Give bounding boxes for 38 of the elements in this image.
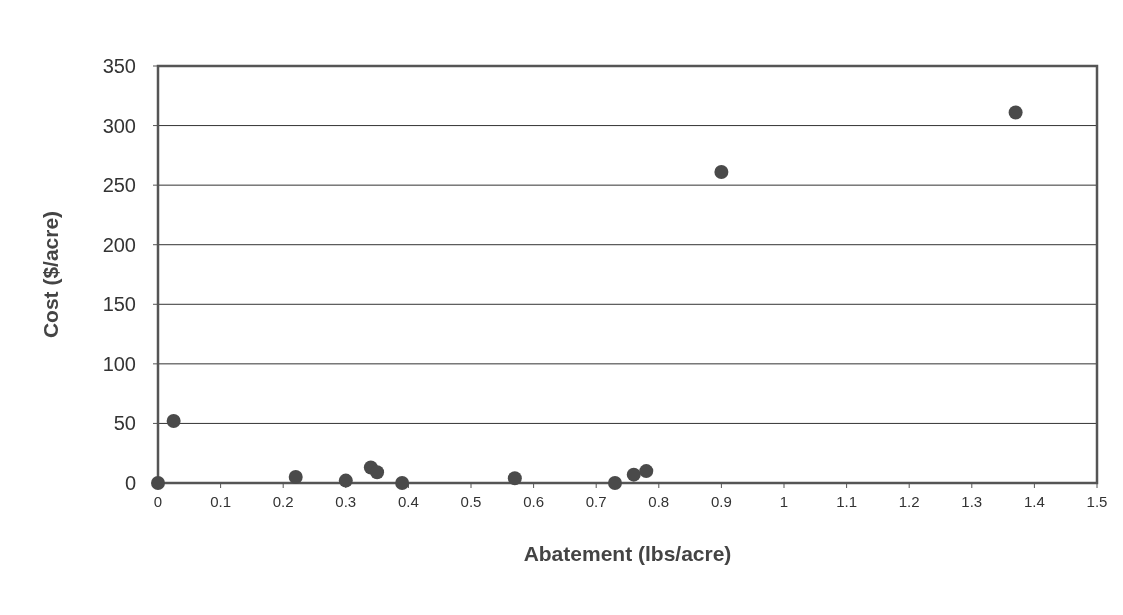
point bbox=[338, 473, 353, 488]
y-tick-label: 350 bbox=[102, 55, 136, 77]
point bbox=[288, 470, 303, 485]
point bbox=[151, 476, 165, 490]
x-tick-label: 0.2 bbox=[272, 493, 294, 510]
x-tick-label: 0.3 bbox=[335, 493, 357, 510]
x-tick-label: 1.2 bbox=[898, 493, 920, 510]
x-tick-label: 0.7 bbox=[585, 493, 607, 510]
x-tick-label: 0.8 bbox=[648, 493, 670, 510]
x-tick-label: 0.5 bbox=[460, 493, 482, 510]
y-tick-label: 150 bbox=[102, 293, 136, 316]
y-tick-label: 50 bbox=[113, 412, 136, 435]
y-tick-label: 200 bbox=[102, 233, 136, 256]
x-tick-label: 0.6 bbox=[523, 493, 545, 510]
point bbox=[639, 464, 654, 479]
point bbox=[626, 467, 641, 482]
x-tick-label: 1.5 bbox=[1086, 493, 1108, 510]
x-tick-label: 1.3 bbox=[961, 493, 983, 510]
x-tick-label: 0.9 bbox=[710, 493, 732, 510]
y-tick-label: 300 bbox=[102, 114, 136, 137]
y-tick-label: 100 bbox=[102, 352, 136, 375]
point bbox=[395, 476, 410, 490]
point bbox=[166, 414, 181, 429]
x-tick-label: 1.1 bbox=[836, 493, 858, 510]
x-tick-label: 0 bbox=[153, 493, 163, 510]
x-axis-title: Abatement (lbs/acre) bbox=[523, 542, 732, 565]
point bbox=[1008, 105, 1023, 120]
point bbox=[370, 465, 385, 480]
x-tick-label: 1.4 bbox=[1023, 493, 1045, 510]
x-tick-label: 0.1 bbox=[210, 493, 232, 510]
x-tick-label: 1 bbox=[779, 493, 789, 510]
y-tick-label: 0 bbox=[124, 472, 136, 494]
point bbox=[714, 165, 729, 180]
y-tick-label: 250 bbox=[102, 174, 136, 197]
point bbox=[507, 471, 522, 486]
x-tick-label: 0.4 bbox=[397, 493, 419, 510]
point bbox=[607, 476, 622, 490]
y-axis-title: Cost ($/acre) bbox=[39, 210, 62, 339]
